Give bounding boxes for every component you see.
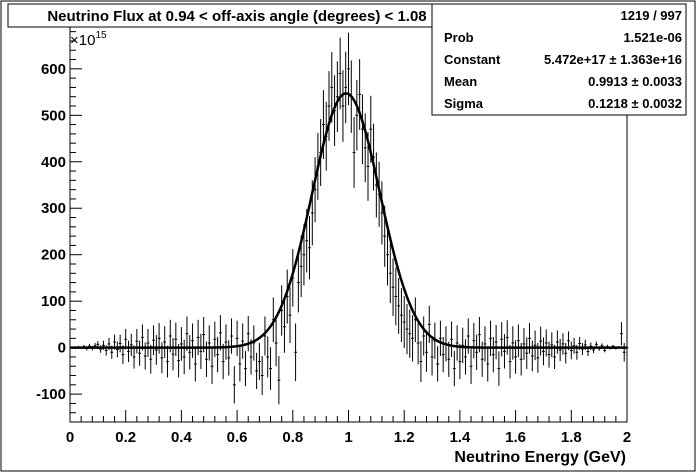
- stats-rows: 1219 / 997 Prob 1.521e-06 Constant 5.472e+17…: [444, 8, 682, 111]
- stats-label: Constant: [444, 52, 501, 67]
- x-axis-label: Neutrino Energy (GeV): [454, 449, 626, 466]
- y-tick-label: 200: [41, 247, 66, 264]
- x-tick-label: 0.2: [115, 429, 136, 446]
- stats-label: Mean: [444, 74, 477, 89]
- title-box: Neutrino Flux at 0.94 < off-axis angle (…: [7, 3, 468, 28]
- stats-value: 0.9913 ± 0.0033: [588, 74, 682, 89]
- y-multiplier: ×1015: [70, 30, 107, 49]
- y-tick-label: 600: [41, 61, 66, 78]
- stats-value: 1.521e-06: [623, 30, 682, 45]
- y-tick-label: -100: [36, 386, 66, 403]
- y-tick-label: 0: [58, 340, 66, 357]
- stats-box: 1219 / 997 Prob 1.521e-06 Constant 5.472e+17…: [431, 3, 687, 116]
- x-axis: 0 0.2 0.4 0.6 0.8 1 1.2 1.4 1.6 1.8 2: [66, 410, 631, 446]
- fit-curve: [70, 92, 627, 349]
- chart-title: Neutrino Flux at 0.94 < off-axis angle (…: [47, 8, 426, 25]
- y-tick-label: 100: [41, 293, 66, 310]
- x-tick-label: 0.4: [171, 429, 193, 446]
- x-tick-label: 1.4: [449, 429, 471, 446]
- x-tick-label: 2: [623, 429, 631, 446]
- stats-label: Prob: [444, 30, 474, 45]
- stats-value: 5.472e+17 ± 1.363e+16: [544, 52, 682, 67]
- stats-value: 1219 / 997: [621, 8, 682, 23]
- x-tick-label: 0.8: [282, 429, 303, 446]
- x-tick-label: 1.8: [561, 429, 582, 446]
- stats-box-frame: [431, 3, 687, 116]
- x-tick-label: 1.2: [394, 429, 415, 446]
- y-tick-label: 400: [41, 154, 66, 171]
- y-axis: -100 0 100 200 300 400 500 600: [36, 31, 82, 423]
- y-tick-label: 500: [41, 107, 66, 124]
- x-tick-label: 0.6: [227, 429, 248, 446]
- x-tick-label: 1.6: [505, 429, 526, 446]
- stats-label: Sigma: [444, 96, 484, 111]
- x-tick-label: 1: [344, 429, 352, 446]
- stats-value: 0.1218 ± 0.0032: [588, 96, 682, 111]
- x-tick-label: 0: [66, 429, 74, 446]
- y-tick-label: 300: [41, 200, 66, 217]
